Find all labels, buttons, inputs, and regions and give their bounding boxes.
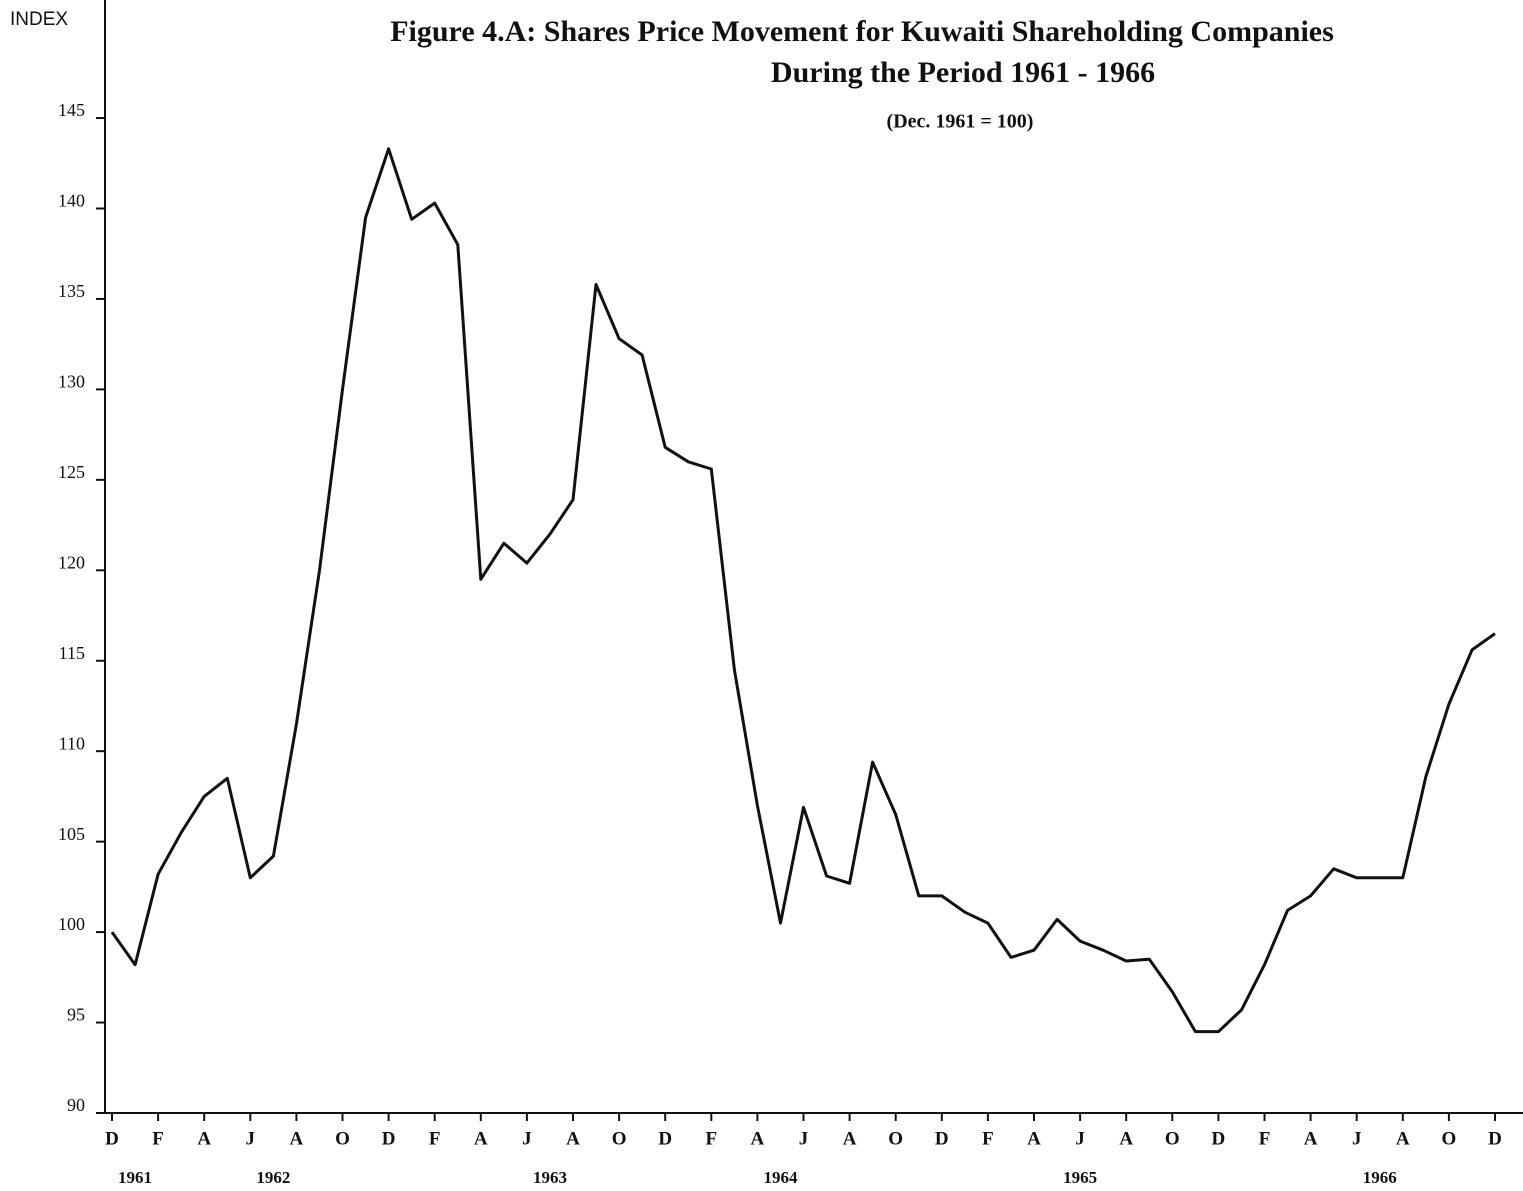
x-tick-label: J (1352, 1128, 1362, 1149)
y-tick-label: 120 (58, 552, 85, 572)
x-tick-label: A (290, 1128, 304, 1149)
y-tick-label: 140 (58, 191, 85, 211)
x-tick-label: A (1304, 1128, 1318, 1149)
y-axis-label: INDEX (10, 9, 68, 30)
line-series (110, 147, 1496, 1034)
x-tick-label: A (1119, 1128, 1133, 1149)
x-tick-label: J (522, 1128, 532, 1149)
x-tick-label: A (1027, 1128, 1041, 1149)
x-tick-label: F (1259, 1128, 1271, 1149)
chart-title: Figure 4.A: Shares Price Movement for Ku… (390, 15, 1334, 48)
x-tick-label: A (197, 1128, 211, 1149)
y-tick-label: 125 (58, 462, 85, 482)
x-tick-label: F (152, 1128, 164, 1149)
chart-subtitle: During the Period 1961 - 1966 (771, 56, 1155, 89)
x-tick-label: A (1396, 1128, 1410, 1149)
chart-note: (Dec. 1961 = 100) (887, 111, 1034, 133)
x-tick-label: D (935, 1128, 949, 1149)
x-tick-label: J (246, 1128, 256, 1149)
y-tick-label: 110 (59, 733, 85, 753)
y-tick-label: 115 (59, 643, 85, 663)
x-tick-label: D (1488, 1128, 1502, 1149)
x-tick-label: D (382, 1128, 396, 1149)
x-tick-label: O (888, 1128, 903, 1149)
x-tick-label: D (658, 1128, 672, 1149)
year-label: 1961 (118, 1168, 152, 1187)
x-tick-label: J (1075, 1128, 1085, 1149)
y-tick-label: 100 (58, 914, 85, 934)
year-label: 1964 (763, 1168, 798, 1187)
x-tick-label: A (843, 1128, 857, 1149)
x-tick-label: F (705, 1128, 717, 1149)
x-tick-label: A (566, 1128, 580, 1149)
y-tick-label: 90 (67, 1095, 85, 1115)
x-tick-label: F (982, 1128, 994, 1149)
x-tick-label: J (799, 1128, 809, 1149)
y-tick-label: 130 (58, 372, 85, 392)
x-tick-label: O (1165, 1128, 1180, 1149)
year-label: 1965 (1063, 1168, 1097, 1187)
y-tick-label: 105 (58, 824, 85, 844)
x-tick-label: A (474, 1128, 488, 1149)
year-label: 1963 (533, 1168, 567, 1187)
y-tick-label: 95 (67, 1005, 85, 1025)
year-label: 1966 (1363, 1168, 1397, 1187)
x-tick-label: O (612, 1128, 627, 1149)
y-tick-label: 135 (58, 281, 85, 301)
x-tick-label: D (1212, 1128, 1226, 1149)
x-tick-label: F (429, 1128, 441, 1149)
x-tick-label: O (335, 1128, 350, 1149)
y-tick-label: 145 (58, 100, 85, 120)
x-tick-label: O (1442, 1128, 1457, 1149)
x-tick-label: D (105, 1128, 119, 1149)
year-label: 1962 (256, 1168, 290, 1187)
x-tick-label: A (751, 1128, 765, 1149)
